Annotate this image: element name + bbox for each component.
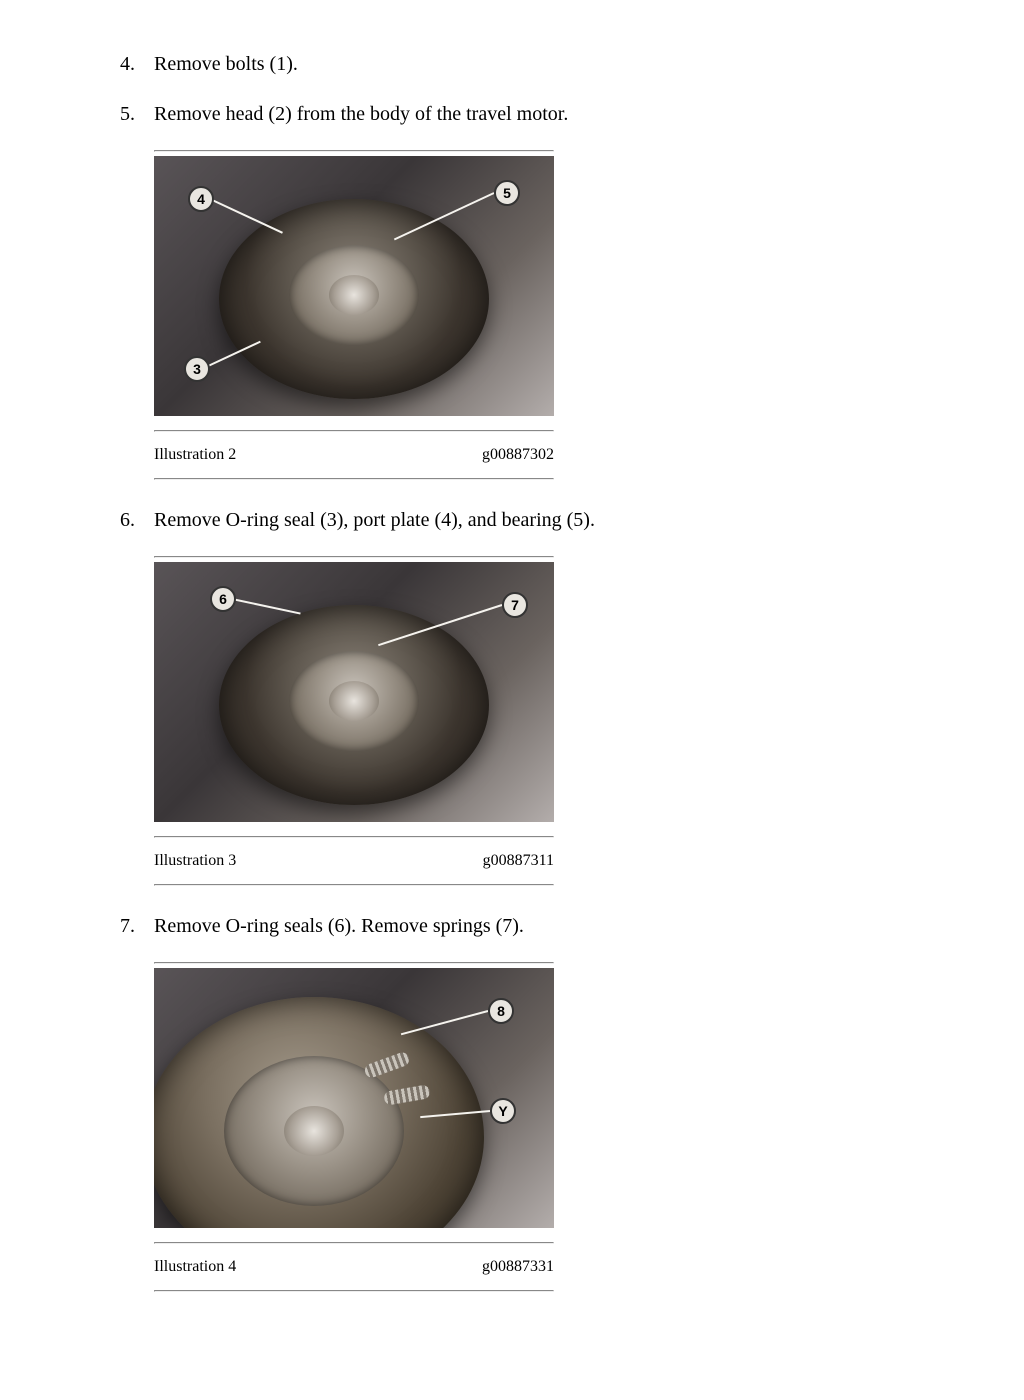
callout-label: 6	[210, 586, 236, 612]
step-number: 7.	[120, 912, 154, 940]
motor-body-graphic	[219, 199, 489, 399]
step-text: Remove O-ring seal (3), port plate (4), …	[154, 506, 944, 534]
step-text: Remove head (2) from the body of the tra…	[154, 100, 944, 128]
figure-caption-left: Illustration 4	[154, 1258, 236, 1276]
figure-rule	[154, 884, 554, 886]
figure-rule	[154, 836, 554, 838]
figure-rule	[154, 478, 554, 480]
callout-label: 7	[502, 592, 528, 618]
step-text: Remove bolts (1).	[154, 50, 944, 78]
figure-caption-left: Illustration 3	[154, 852, 236, 870]
figure-caption-right: g00887331	[482, 1258, 554, 1276]
figure-block: 8 Y Illustration 4 g00887331	[154, 962, 554, 1292]
figure-block: 6 7 Illustration 3 g00887311	[154, 556, 554, 886]
figure-rule	[154, 430, 554, 432]
callout-label: 3	[184, 356, 210, 382]
instruction-step: 6. Remove O-ring seal (3), port plate (4…	[120, 506, 944, 534]
instruction-step: 5. Remove head (2) from the body of the …	[120, 100, 944, 128]
motor-body-graphic	[219, 605, 489, 805]
figure-image: 6 7	[154, 562, 554, 822]
instruction-step: 4. Remove bolts (1).	[120, 50, 944, 78]
figure-rule	[154, 962, 554, 964]
figure-caption-left: Illustration 2	[154, 446, 236, 464]
callout-label: 4	[188, 186, 214, 212]
step-number: 4.	[120, 50, 154, 78]
instruction-step: 7. Remove O-ring seals (6). Remove sprin…	[120, 912, 944, 940]
callout-leader	[232, 598, 301, 615]
figure-rule	[154, 556, 554, 558]
figure-caption: Illustration 3 g00887311	[154, 852, 554, 870]
figure-image: 4 5 3	[154, 156, 554, 416]
callout-leader	[401, 1010, 488, 1035]
figure-image: 8 Y	[154, 968, 554, 1228]
step-number: 6.	[120, 506, 154, 534]
figure-caption-right: g00887311	[483, 852, 554, 870]
figure-rule	[154, 150, 554, 152]
step-text: Remove O-ring seals (6). Remove springs …	[154, 912, 944, 940]
motor-body-graphic	[154, 997, 484, 1228]
callout-label: Y	[490, 1098, 516, 1124]
figure-rule	[154, 1242, 554, 1244]
figure-caption: Illustration 4 g00887331	[154, 1258, 554, 1276]
callout-label: 5	[494, 180, 520, 206]
figure-caption-right: g00887302	[482, 446, 554, 464]
figure-block: 4 5 3 Illustration 2 g00887302	[154, 150, 554, 480]
document-page: 4. Remove bolts (1). 5. Remove head (2) …	[0, 0, 1024, 1352]
figure-rule	[154, 1290, 554, 1292]
callout-label: 8	[488, 998, 514, 1024]
figure-caption: Illustration 2 g00887302	[154, 446, 554, 464]
step-number: 5.	[120, 100, 154, 128]
callout-leader	[210, 198, 283, 234]
